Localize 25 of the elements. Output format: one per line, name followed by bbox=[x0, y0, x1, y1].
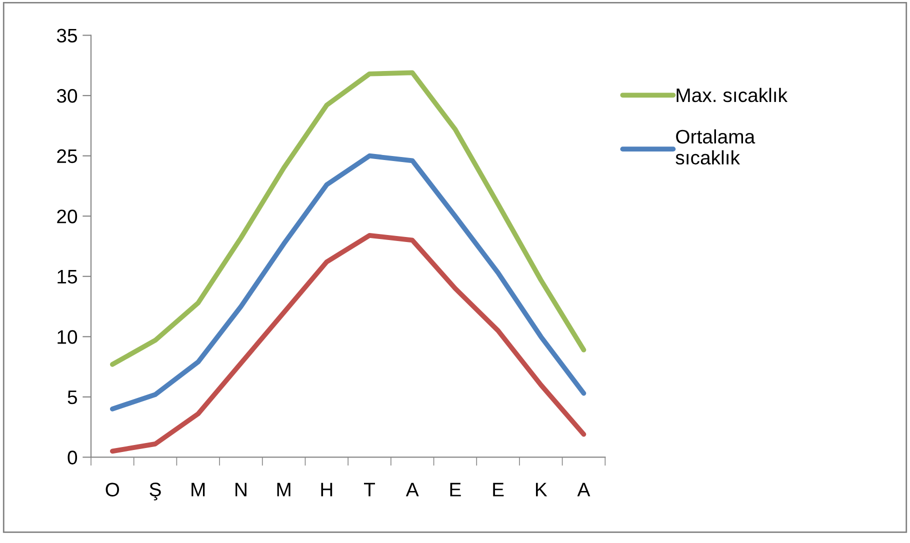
x-tick-label: O bbox=[106, 482, 120, 496]
x-tick-label: K bbox=[536, 482, 548, 496]
x-tick-label: E bbox=[450, 482, 461, 496]
y-tick-label: 0 bbox=[68, 450, 78, 464]
legend-label: Max. sıcaklık bbox=[676, 88, 788, 102]
y-tick-label: 30 bbox=[56, 89, 78, 103]
x-tick-label: M bbox=[192, 482, 205, 496]
x-tick-label: M bbox=[277, 482, 290, 496]
y-tick-label: 5 bbox=[68, 390, 77, 404]
x-tick-label: T bbox=[364, 482, 375, 496]
line-series bbox=[110, 70, 586, 367]
x-tick-label: N bbox=[236, 482, 246, 496]
x-tick-label: E bbox=[493, 482, 504, 496]
y-tick-label: 10 bbox=[58, 330, 78, 344]
y-tick-label: 20 bbox=[57, 210, 78, 224]
x-tick-label: Ş bbox=[150, 482, 161, 500]
x-tick-label: A bbox=[406, 482, 419, 496]
line-series bbox=[110, 153, 586, 412]
legend-label: Ortalama sıcaklık bbox=[676, 129, 756, 165]
y-tick-label: 35 bbox=[56, 28, 77, 43]
line-series bbox=[110, 232, 586, 454]
x-tick-label: A bbox=[577, 482, 590, 496]
x-tick-label: H bbox=[321, 482, 332, 496]
y-tick-label: 25 bbox=[57, 149, 77, 164]
y-tick-label: 15 bbox=[58, 270, 77, 284]
